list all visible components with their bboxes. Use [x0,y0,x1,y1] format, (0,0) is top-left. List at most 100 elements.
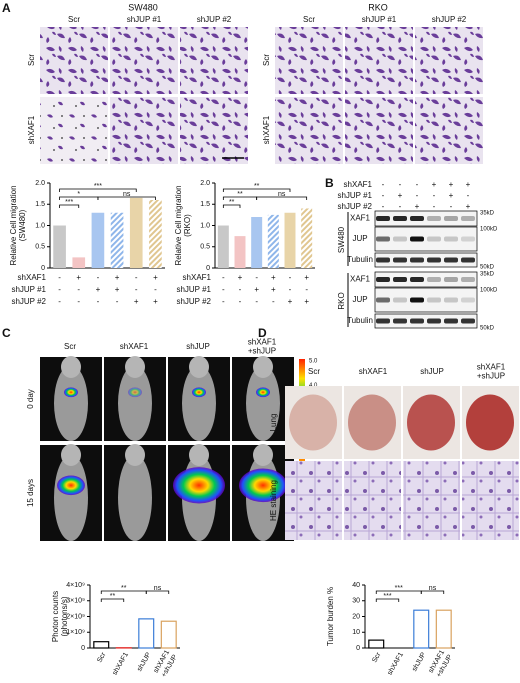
mouse-body [118,365,152,442]
signal [64,387,78,398]
label: JUP [352,234,367,243]
label: + [466,202,471,211]
panel-label: C [2,326,11,340]
micrograph [40,27,108,94]
significance-bracket [256,196,308,200]
condition-sign: + [115,273,120,282]
bar [149,200,162,268]
micrograph [180,27,248,94]
label: - [382,191,385,200]
label: Scr [64,342,76,351]
label: 50kD [480,326,495,332]
condition-sign: + [96,285,101,294]
label: - [433,191,436,200]
band [410,257,424,263]
label: XAF1 [350,214,371,223]
significance-label: ** [121,585,127,592]
significance-bracket [100,598,125,602]
significance-bracket [222,204,241,208]
bar [91,212,105,268]
condition-sign: - [289,285,292,294]
band [461,216,475,221]
x-tick-label: shJUP [136,651,153,673]
label: shJUP [186,342,210,351]
condition-sign: - [305,285,308,294]
y-axis-label: (photons/s) [60,596,69,636]
condition-label: shXAF1 [183,273,212,282]
bar [267,214,279,268]
band [427,297,441,303]
bar [413,609,430,649]
condition-label: shJUP #2 [176,297,211,306]
x-tick-label: Scr [96,651,108,664]
blot-frame [374,287,478,313]
condition-sign: - [58,297,61,306]
label: Scr [308,367,320,376]
significance-bracket [59,188,137,192]
significance-label: ** [229,199,235,206]
condition-label: shJUP #1 [176,285,211,294]
label: Scr [27,54,36,66]
y-tick-label: 1.0 [35,222,45,229]
label: 50kD [480,265,495,271]
band [376,277,390,282]
condition-sign: + [271,273,276,282]
band [393,297,407,303]
label: shXAF1 [477,363,506,372]
significance-label: ** [254,183,260,190]
label: - [382,180,385,189]
y-tick-label: 1.5 [35,201,45,208]
band [376,318,390,324]
condition-sign: - [255,273,258,282]
label: + [415,202,420,211]
bar [284,212,296,268]
blot-frame [374,252,478,268]
band [444,257,458,263]
bar [301,208,313,268]
label: HE staining [269,480,278,521]
band [461,318,475,324]
significance-label: *** [94,183,102,190]
band [444,216,458,221]
mouse-head [125,444,145,466]
significance-label: *** [395,585,403,592]
signal [192,387,206,398]
condition-sign: + [115,285,120,294]
condition-sign: - [222,273,225,282]
y-tick-label: 0 [356,645,360,652]
condition-sign: - [222,297,225,306]
y-tick-label: 2×10⁹ [66,613,85,620]
blot-frame [374,271,478,288]
band [376,257,390,263]
y-axis-label: Relative Cell migration [174,185,183,265]
band [444,297,458,303]
condition-sign: - [222,285,225,294]
label: shXAF1 [262,115,271,144]
band [410,216,424,221]
band [427,318,441,324]
bar [129,197,143,268]
bar [368,639,385,649]
mouse-head [253,444,273,466]
bar [93,641,110,649]
mouse-body [118,454,152,541]
mouse-body [54,454,88,541]
he-stain [403,461,460,540]
band [393,216,407,221]
significance-label: * [77,191,80,198]
significance-label: *** [65,199,73,206]
band [393,236,407,242]
band [461,257,475,263]
x-tick-label: shXAF1 [387,651,406,676]
label: - [467,191,470,200]
micrograph [275,97,343,164]
he-stain [285,461,342,540]
condition-sign: + [238,273,243,282]
condition-sign: + [76,273,81,282]
significance-label: ns [429,585,437,592]
significance-label: ns [154,585,162,592]
condition-sign: - [239,297,242,306]
label: Scr [303,15,315,24]
label: - [416,180,419,189]
